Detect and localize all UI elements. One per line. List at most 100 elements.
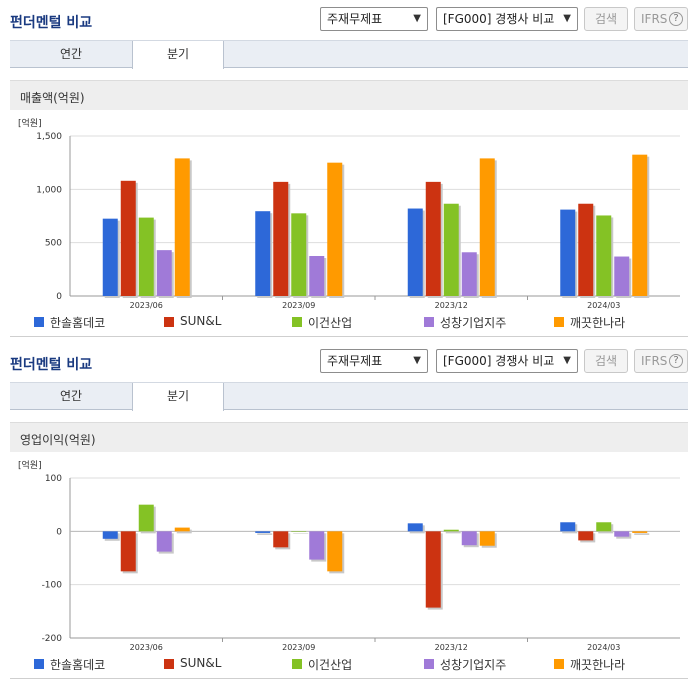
ifrs-button[interactable]: IFRS ? — [634, 7, 688, 31]
tab-quarterly[interactable]: 분기 — [132, 41, 224, 69]
bar[interactable] — [479, 531, 495, 546]
bar[interactable] — [632, 154, 648, 296]
bar[interactable] — [291, 531, 307, 532]
bar[interactable] — [255, 531, 271, 533]
y-tick-label: 1,000 — [36, 185, 62, 195]
ifrs-button[interactable]: IFRS ? — [634, 349, 688, 373]
help-icon[interactable]: ? — [669, 12, 683, 26]
bar[interactable] — [156, 250, 172, 296]
period-tabs: 연간 분기 — [10, 40, 688, 69]
bar-shadow — [445, 531, 461, 534]
x-tick-label: 2024/03 — [587, 301, 620, 310]
bar[interactable] — [614, 256, 630, 296]
bar[interactable] — [120, 531, 136, 572]
bar[interactable] — [443, 529, 459, 532]
x-tick-label: 2023/06 — [130, 301, 163, 310]
bar-shadow — [634, 533, 650, 535]
panel-operating-income: 펀더멘털 비교 주재무제표 ▼ [FG000] 경쟁사 비교 ▼ 검색 IFRS… — [0, 342, 696, 684]
legend-swatch — [424, 317, 434, 327]
ifrs-label: IFRS — [641, 12, 668, 26]
y-tick-label: 100 — [45, 474, 62, 484]
statement-select-value: 주재무제표 — [327, 12, 383, 26]
chevron-down-icon: ▼ — [563, 13, 571, 24]
peer-group-select-value: [FG000] 경쟁사 비교 — [443, 354, 555, 368]
bar[interactable] — [120, 180, 136, 296]
y-tick-label: 0 — [56, 527, 62, 537]
bar[interactable] — [461, 252, 477, 296]
statement-select[interactable]: 주재무제표 ▼ — [320, 349, 428, 373]
legend-swatch — [164, 317, 174, 327]
legend-label: 이건산업 — [308, 658, 353, 672]
chevron-down-icon: ▼ — [563, 355, 571, 366]
bar[interactable] — [461, 531, 477, 546]
legend-label: SUN&L — [180, 656, 222, 670]
tab-annual[interactable]: 연간 — [59, 389, 83, 403]
bar[interactable] — [425, 531, 441, 608]
x-tick-label: 2023/12 — [435, 301, 468, 310]
tab-quarterly[interactable]: 분기 — [132, 383, 224, 411]
bar[interactable] — [327, 531, 343, 572]
y-tick-label: -100 — [42, 581, 63, 591]
x-tick-label: 2023/09 — [282, 643, 315, 652]
legend-swatch — [34, 659, 44, 669]
legend-label: 성창기업지주 — [440, 316, 507, 330]
peer-group-select[interactable]: [FG000] 경쟁사 비교 ▼ — [436, 7, 578, 31]
bar[interactable] — [138, 217, 154, 296]
divider — [10, 678, 688, 679]
bar[interactable] — [407, 523, 423, 532]
chevron-down-icon: ▼ — [413, 13, 421, 24]
bar[interactable] — [425, 181, 441, 296]
statement-select[interactable]: 주재무제표 ▼ — [320, 7, 428, 31]
panel-header: 펀더멘털 비교 주재무제표 ▼ [FG000] 경쟁사 비교 ▼ 검색 IFRS… — [0, 342, 696, 380]
bar[interactable] — [596, 522, 612, 532]
search-button[interactable]: 검색 — [584, 349, 628, 373]
x-tick-label: 2023/06 — [130, 643, 163, 652]
bar[interactable] — [174, 527, 190, 532]
bar[interactable] — [632, 531, 648, 533]
bar[interactable] — [156, 531, 172, 552]
tab-annual[interactable]: 연간 — [59, 47, 83, 61]
panel-title: 펀더멘털 비교 — [10, 357, 93, 373]
bar-shadow — [176, 529, 192, 534]
bar[interactable] — [273, 181, 289, 296]
metric-header: 매출액(억원) — [10, 80, 688, 110]
divider — [10, 336, 688, 337]
bar[interactable] — [560, 209, 576, 296]
bar[interactable] — [174, 158, 190, 296]
bar[interactable] — [479, 158, 495, 296]
bar[interactable] — [327, 162, 343, 296]
legend-swatch — [424, 659, 434, 669]
help-icon[interactable]: ? — [669, 354, 683, 368]
legend-swatch — [292, 317, 302, 327]
peer-group-select[interactable]: [FG000] 경쟁사 비교 ▼ — [436, 349, 578, 373]
y-axis-label: [억원] — [18, 117, 42, 129]
bar[interactable] — [309, 531, 325, 560]
bar[interactable] — [443, 203, 459, 296]
metric-header: 영업이익(억원) — [10, 422, 688, 452]
legend-label: 깨끗한나라 — [570, 316, 626, 330]
bar[interactable] — [273, 531, 289, 548]
bar-shadow — [257, 533, 273, 535]
legend-label: 한솔홈데코 — [50, 316, 106, 330]
y-tick-label: -200 — [42, 634, 63, 644]
bar[interactable] — [102, 218, 118, 296]
search-button[interactable]: 검색 — [584, 7, 628, 31]
y-tick-label: 0 — [56, 292, 62, 302]
bar[interactable] — [102, 531, 118, 539]
x-tick-label: 2024/03 — [587, 643, 620, 652]
bar[interactable] — [255, 211, 271, 296]
peer-group-select-value: [FG000] 경쟁사 비교 — [443, 12, 555, 26]
bar[interactable] — [578, 531, 594, 541]
bar[interactable] — [309, 256, 325, 296]
bar-shadow — [293, 533, 309, 534]
bar[interactable] — [138, 504, 154, 532]
legend-swatch — [554, 317, 564, 327]
bar[interactable] — [614, 531, 630, 537]
bar[interactable] — [596, 215, 612, 296]
bar[interactable] — [578, 203, 594, 296]
bar[interactable] — [407, 208, 423, 296]
bar[interactable] — [560, 522, 576, 532]
ifrs-label: IFRS — [641, 354, 668, 368]
bar[interactable] — [291, 213, 307, 296]
chart-legend: 한솔홈데코 SUN&L 이건산업 성창기업지주 깨끗한나라 — [0, 312, 696, 332]
